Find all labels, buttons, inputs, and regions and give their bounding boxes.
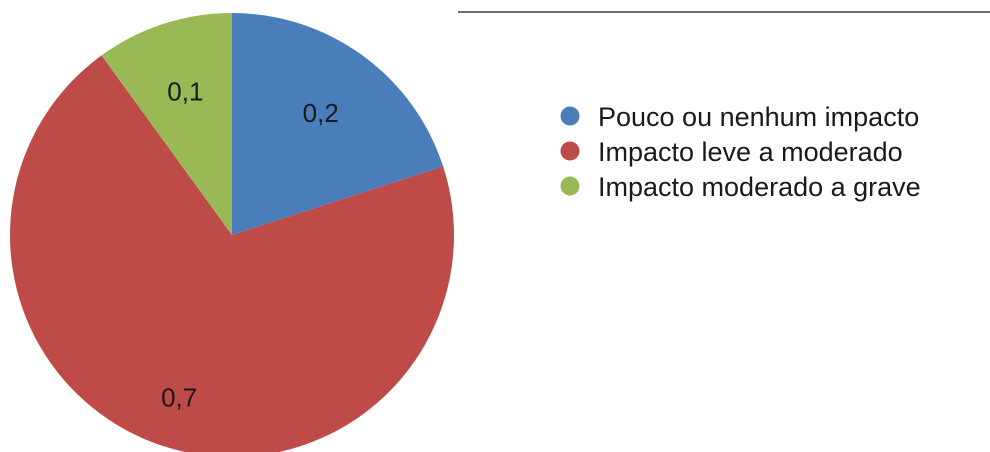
pie-slices	[10, 13, 454, 452]
legend-label-impacto-moderado-a-grave: Impacto moderado a grave	[598, 172, 921, 202]
pie-value-labels: 0,2 0,7 0,1	[161, 76, 339, 412]
legend: Pouco ou nenhum impacto Impacto leve a mo…	[560, 102, 921, 202]
pie-slice-impacto-moderado-a-grave	[101, 13, 232, 235]
pie-slice-impacto-leve-a-moderado	[10, 55, 454, 452]
legend-marker-impacto-leve-a-moderado	[560, 141, 580, 161]
legend-label-impacto-leve-a-moderado: Impacto leve a moderado	[598, 137, 903, 167]
value-label-impacto-leve-a-moderado: 0,7	[161, 383, 197, 413]
pie-slice-pouco-ou-nenhum-impacto	[232, 13, 444, 235]
legend-label-pouco-ou-nenhum-impacto: Pouco ou nenhum impacto	[598, 102, 919, 132]
value-label-impacto-moderado-a-grave: 0,1	[167, 76, 203, 106]
legend-marker-impacto-moderado-a-grave	[560, 176, 580, 196]
value-label-pouco-ou-nenhum-impacto: 0,2	[303, 98, 339, 128]
legend-marker-pouco-ou-nenhum-impacto	[560, 106, 580, 126]
